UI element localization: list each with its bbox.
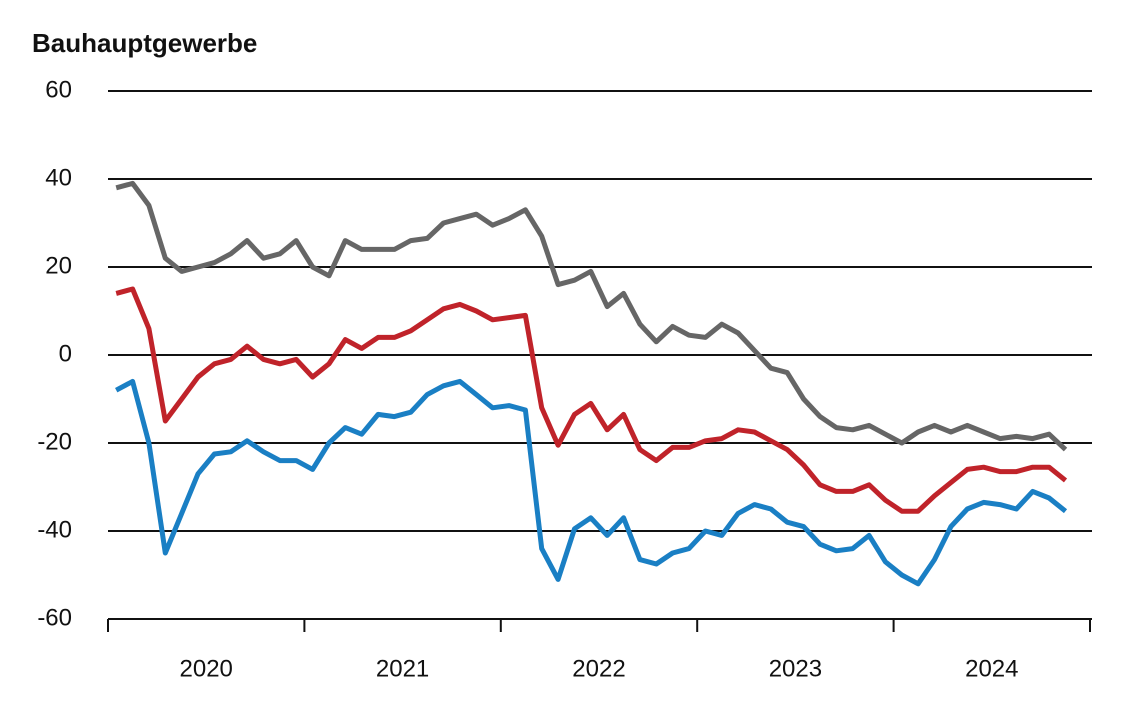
x-tick-label: 2021	[376, 655, 429, 682]
y-tick-label: -20	[37, 428, 72, 455]
series-line	[115, 180, 1068, 452]
y-tick-label: 40	[45, 164, 72, 191]
chart-title: Bauhauptgewerbe	[32, 28, 257, 58]
series-line	[115, 378, 1068, 587]
y-tick-label: -60	[37, 604, 72, 631]
y-tick-label: 60	[45, 76, 72, 103]
series-line	[115, 286, 1068, 514]
x-tick-label: 2022	[572, 655, 625, 682]
y-tick-label: -40	[37, 516, 72, 543]
y-tick-label: 20	[45, 252, 72, 279]
x-tick-label: 2023	[769, 655, 822, 682]
x-tick-label: 2024	[965, 655, 1018, 682]
x-tick-label: 2020	[180, 655, 233, 682]
y-tick-label: 0	[59, 340, 72, 367]
